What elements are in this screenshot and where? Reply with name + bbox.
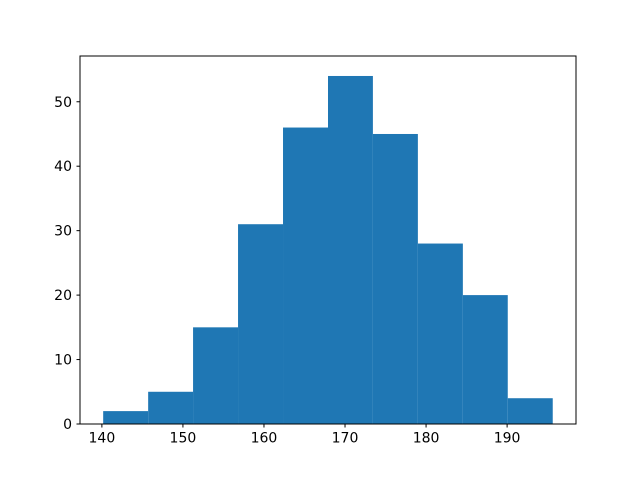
y-tick-label: 10 <box>54 353 72 369</box>
histogram-bar <box>283 127 328 424</box>
x-tick-label: 190 <box>494 431 521 447</box>
histogram-bar <box>417 243 463 424</box>
histogram-bar <box>372 133 418 424</box>
x-tick-label: 170 <box>332 431 359 447</box>
histogram-bar <box>193 327 239 424</box>
histogram-bar <box>103 411 149 424</box>
y-tick-label: 50 <box>54 95 72 111</box>
y-tick-label: 20 <box>54 288 72 304</box>
x-tick-label: 150 <box>170 431 197 447</box>
x-tick-label: 180 <box>413 431 440 447</box>
histogram-bar <box>462 295 508 424</box>
y-tick-label: 30 <box>54 224 72 240</box>
y-tick-label: 0 <box>63 417 72 433</box>
y-tick-label: 40 <box>54 159 72 175</box>
x-tick-label: 160 <box>251 431 278 447</box>
histogram-bar <box>238 224 284 424</box>
histogram-bar <box>328 75 373 425</box>
histogram-bar <box>507 398 553 424</box>
x-tick-label: 140 <box>89 431 116 447</box>
plot-area-frame <box>79 55 577 425</box>
histogram-bar <box>148 391 194 424</box>
